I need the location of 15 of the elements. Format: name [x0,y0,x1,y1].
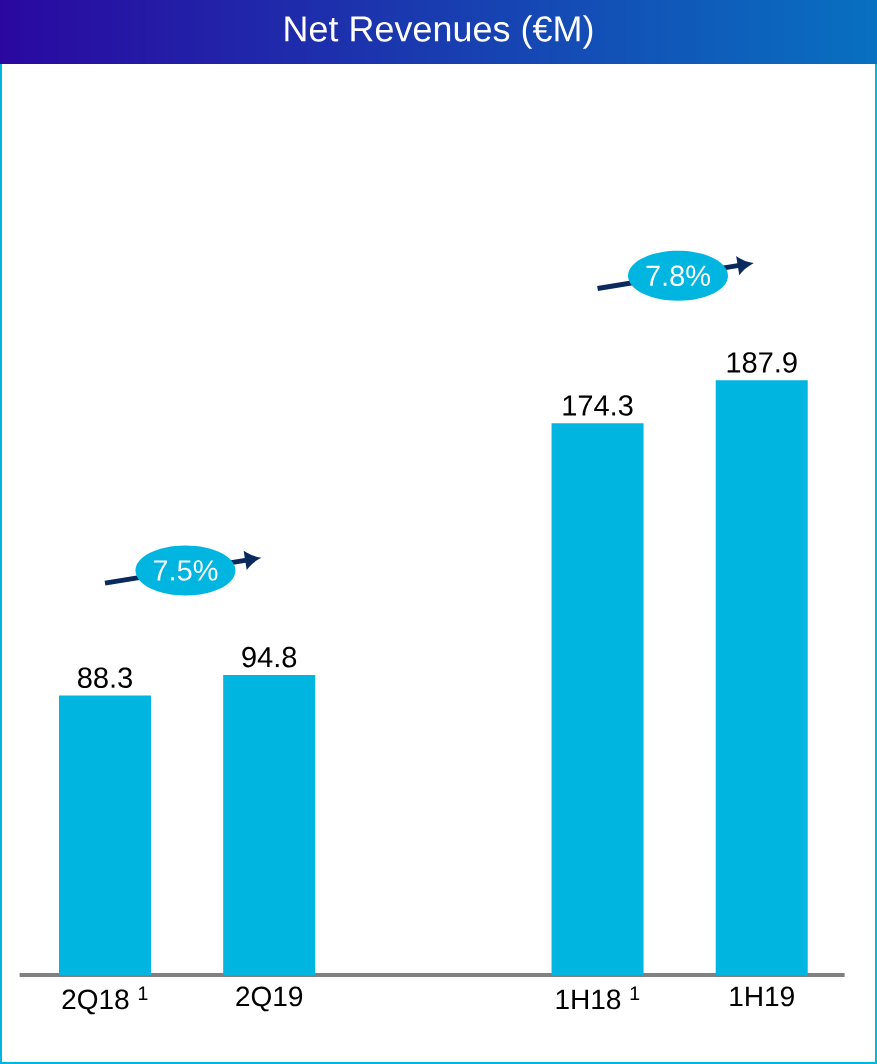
annotation: 7.5% [153,560,218,581]
x-tick-label: 1H19 [730,986,794,1007]
bar [223,674,316,975]
bar [715,380,808,975]
x-tick-label: 2Q18 $^{1}$ [62,986,148,1015]
data-label: 88.3 [78,667,132,688]
data-label: 187.9 [727,352,797,373]
data-label: 94.8 [242,646,297,668]
bar [551,423,644,975]
bar [59,695,151,975]
chart-title: Net Revenues (€M) [285,15,593,49]
text: 7.8% [646,265,710,287]
x-tick-label: 2Q19 [236,986,303,1012]
x-tick-label: 1H18 $^{1}$ [556,986,640,1010]
data-label: 174.3 [563,395,633,416]
